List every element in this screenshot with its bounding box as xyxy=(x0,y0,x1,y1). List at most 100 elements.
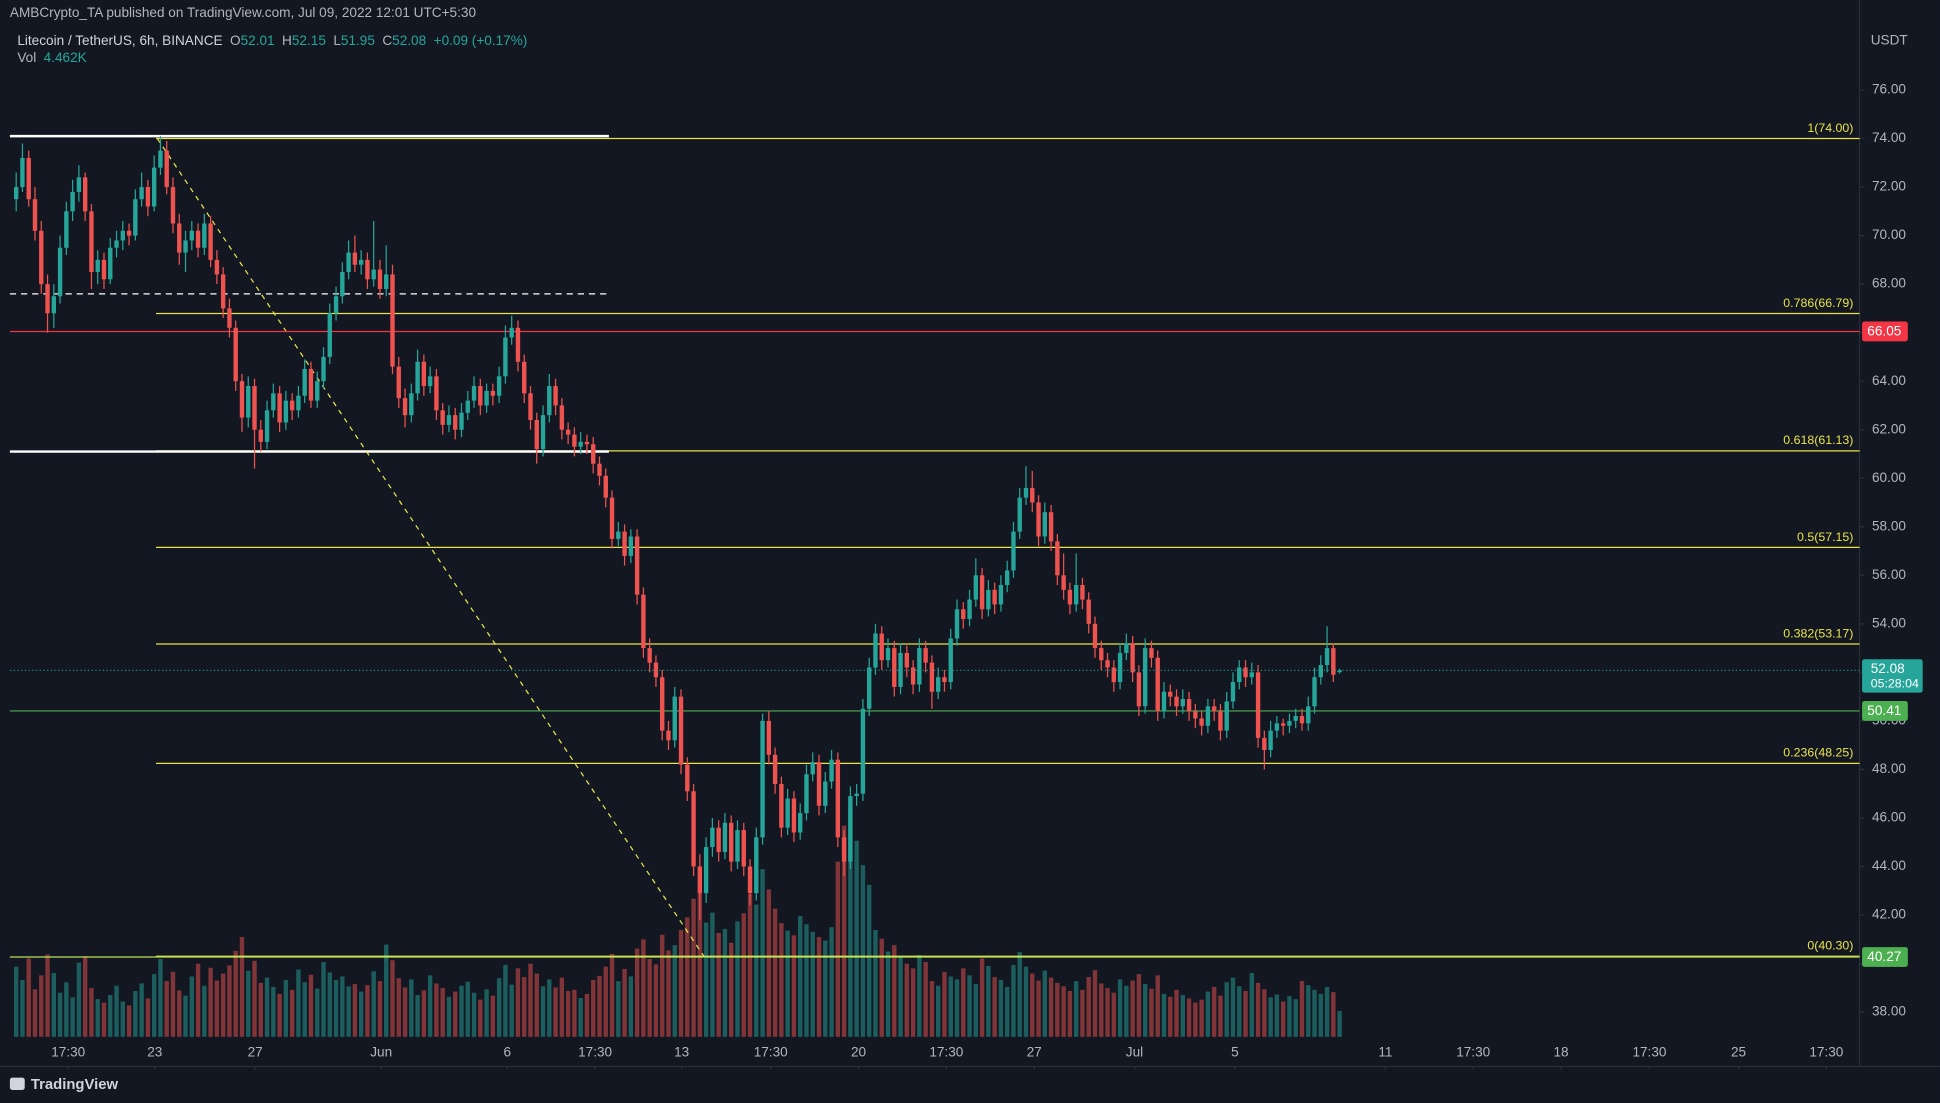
candle-body xyxy=(1218,711,1223,731)
volume-bar xyxy=(1061,986,1066,1037)
candle-body xyxy=(227,308,232,328)
volume-bar xyxy=(440,988,445,1037)
volume-bar xyxy=(1092,970,1098,1037)
candle-body xyxy=(89,211,94,273)
volume-bar xyxy=(145,998,151,1037)
candle-body xyxy=(534,420,539,450)
candle-body xyxy=(95,259,100,273)
x-tick-label: Jun xyxy=(370,1044,392,1059)
candle-body xyxy=(735,830,740,862)
volume-bar xyxy=(327,972,332,1037)
fib-label: 0.618(61.13) xyxy=(1783,433,1853,447)
candle-body xyxy=(1306,706,1311,724)
candle-body xyxy=(942,677,947,683)
volume-bar xyxy=(766,889,772,1037)
volume-bar xyxy=(1337,1010,1342,1037)
candle-body xyxy=(515,327,521,362)
candle-body xyxy=(697,866,703,894)
candle-body xyxy=(32,199,38,231)
volume-bar xyxy=(885,951,891,1037)
volume-bar xyxy=(910,968,916,1037)
candle-body xyxy=(1067,589,1073,605)
x-tick-label: Jul xyxy=(1126,1044,1143,1059)
candle-body xyxy=(917,648,922,685)
candle-body xyxy=(1337,670,1342,673)
volume-bar xyxy=(220,973,226,1037)
candle-body xyxy=(239,381,245,418)
candle-body xyxy=(358,259,364,265)
volume-bar xyxy=(1004,986,1010,1037)
ohlc-value: 51.95 xyxy=(341,32,375,47)
volume-bar xyxy=(823,940,828,1037)
volume-bar xyxy=(283,979,289,1037)
volume-bar xyxy=(89,988,94,1037)
candle-body xyxy=(340,272,345,297)
price-tag xyxy=(1862,947,1908,967)
volume-bar xyxy=(553,987,558,1037)
volume-bar xyxy=(39,975,44,1037)
volume-bar xyxy=(434,983,439,1037)
candle-body xyxy=(1105,660,1110,668)
volume-bar xyxy=(258,982,263,1037)
footer-brand: TradingView xyxy=(31,1077,119,1093)
volume-bar xyxy=(1268,997,1273,1037)
volume-bar xyxy=(1155,975,1160,1037)
candle-body xyxy=(346,252,351,273)
last-price-label: 52.08 xyxy=(1871,661,1905,676)
candle-body xyxy=(1092,623,1098,649)
candle-body xyxy=(64,211,69,248)
x-tick-label: 5 xyxy=(1231,1044,1239,1059)
price-tag-label: 66.05 xyxy=(1867,324,1901,339)
candle-body xyxy=(1324,648,1330,666)
volume-bar xyxy=(961,968,966,1037)
volume-bar xyxy=(296,969,301,1037)
volume-bar xyxy=(1180,995,1185,1037)
volume-bar xyxy=(371,971,376,1037)
volume-bar xyxy=(1255,982,1261,1037)
candle-body xyxy=(164,150,169,188)
candle-body xyxy=(685,764,690,792)
change: +0.09 (+0.17%) xyxy=(434,32,528,47)
candle-body xyxy=(747,866,753,894)
volume-bar xyxy=(954,979,960,1037)
volume-bar xyxy=(277,993,282,1037)
x-tick-label: 17:30 xyxy=(1809,1044,1843,1059)
candle-body xyxy=(459,412,464,430)
volume-bar xyxy=(1036,980,1041,1037)
fib-label: 0.236(48.25) xyxy=(1783,746,1853,760)
volume-bar xyxy=(979,958,985,1037)
candle-body xyxy=(333,296,339,314)
volume-bar xyxy=(1243,990,1248,1037)
candle-body xyxy=(954,609,960,639)
volume-bar xyxy=(64,982,69,1037)
x-tick-label: 17:30 xyxy=(51,1044,85,1059)
candle-body xyxy=(108,247,113,280)
y-tick-label: 38.00 xyxy=(1872,1004,1906,1019)
volume-bar xyxy=(854,840,859,1037)
volume-bar xyxy=(647,959,652,1037)
y-tick-label: 68.00 xyxy=(1872,276,1906,291)
candle-body xyxy=(540,415,546,450)
volume-bar xyxy=(1262,989,1267,1037)
candle-body xyxy=(547,386,552,416)
volume-bar xyxy=(315,988,320,1037)
candle-body xyxy=(208,223,213,260)
volume-bar xyxy=(246,970,251,1037)
volume-bar xyxy=(1274,994,1280,1037)
candle-body xyxy=(1186,699,1192,712)
candle-body xyxy=(1211,706,1217,712)
volume-bar xyxy=(427,975,433,1037)
volume-bar xyxy=(791,935,797,1037)
candle-body xyxy=(1036,502,1041,537)
candle-body xyxy=(1161,691,1167,712)
candle-body xyxy=(641,594,646,649)
candle-body xyxy=(496,376,502,396)
candle-body xyxy=(195,230,201,248)
volume-bar xyxy=(396,978,401,1037)
x-tick-label: 23 xyxy=(147,1044,162,1059)
volume-bar xyxy=(503,964,508,1037)
volume-bar xyxy=(1042,970,1048,1037)
candle-body xyxy=(898,652,903,687)
candle-body xyxy=(246,386,251,418)
volume-bar xyxy=(609,953,615,1037)
